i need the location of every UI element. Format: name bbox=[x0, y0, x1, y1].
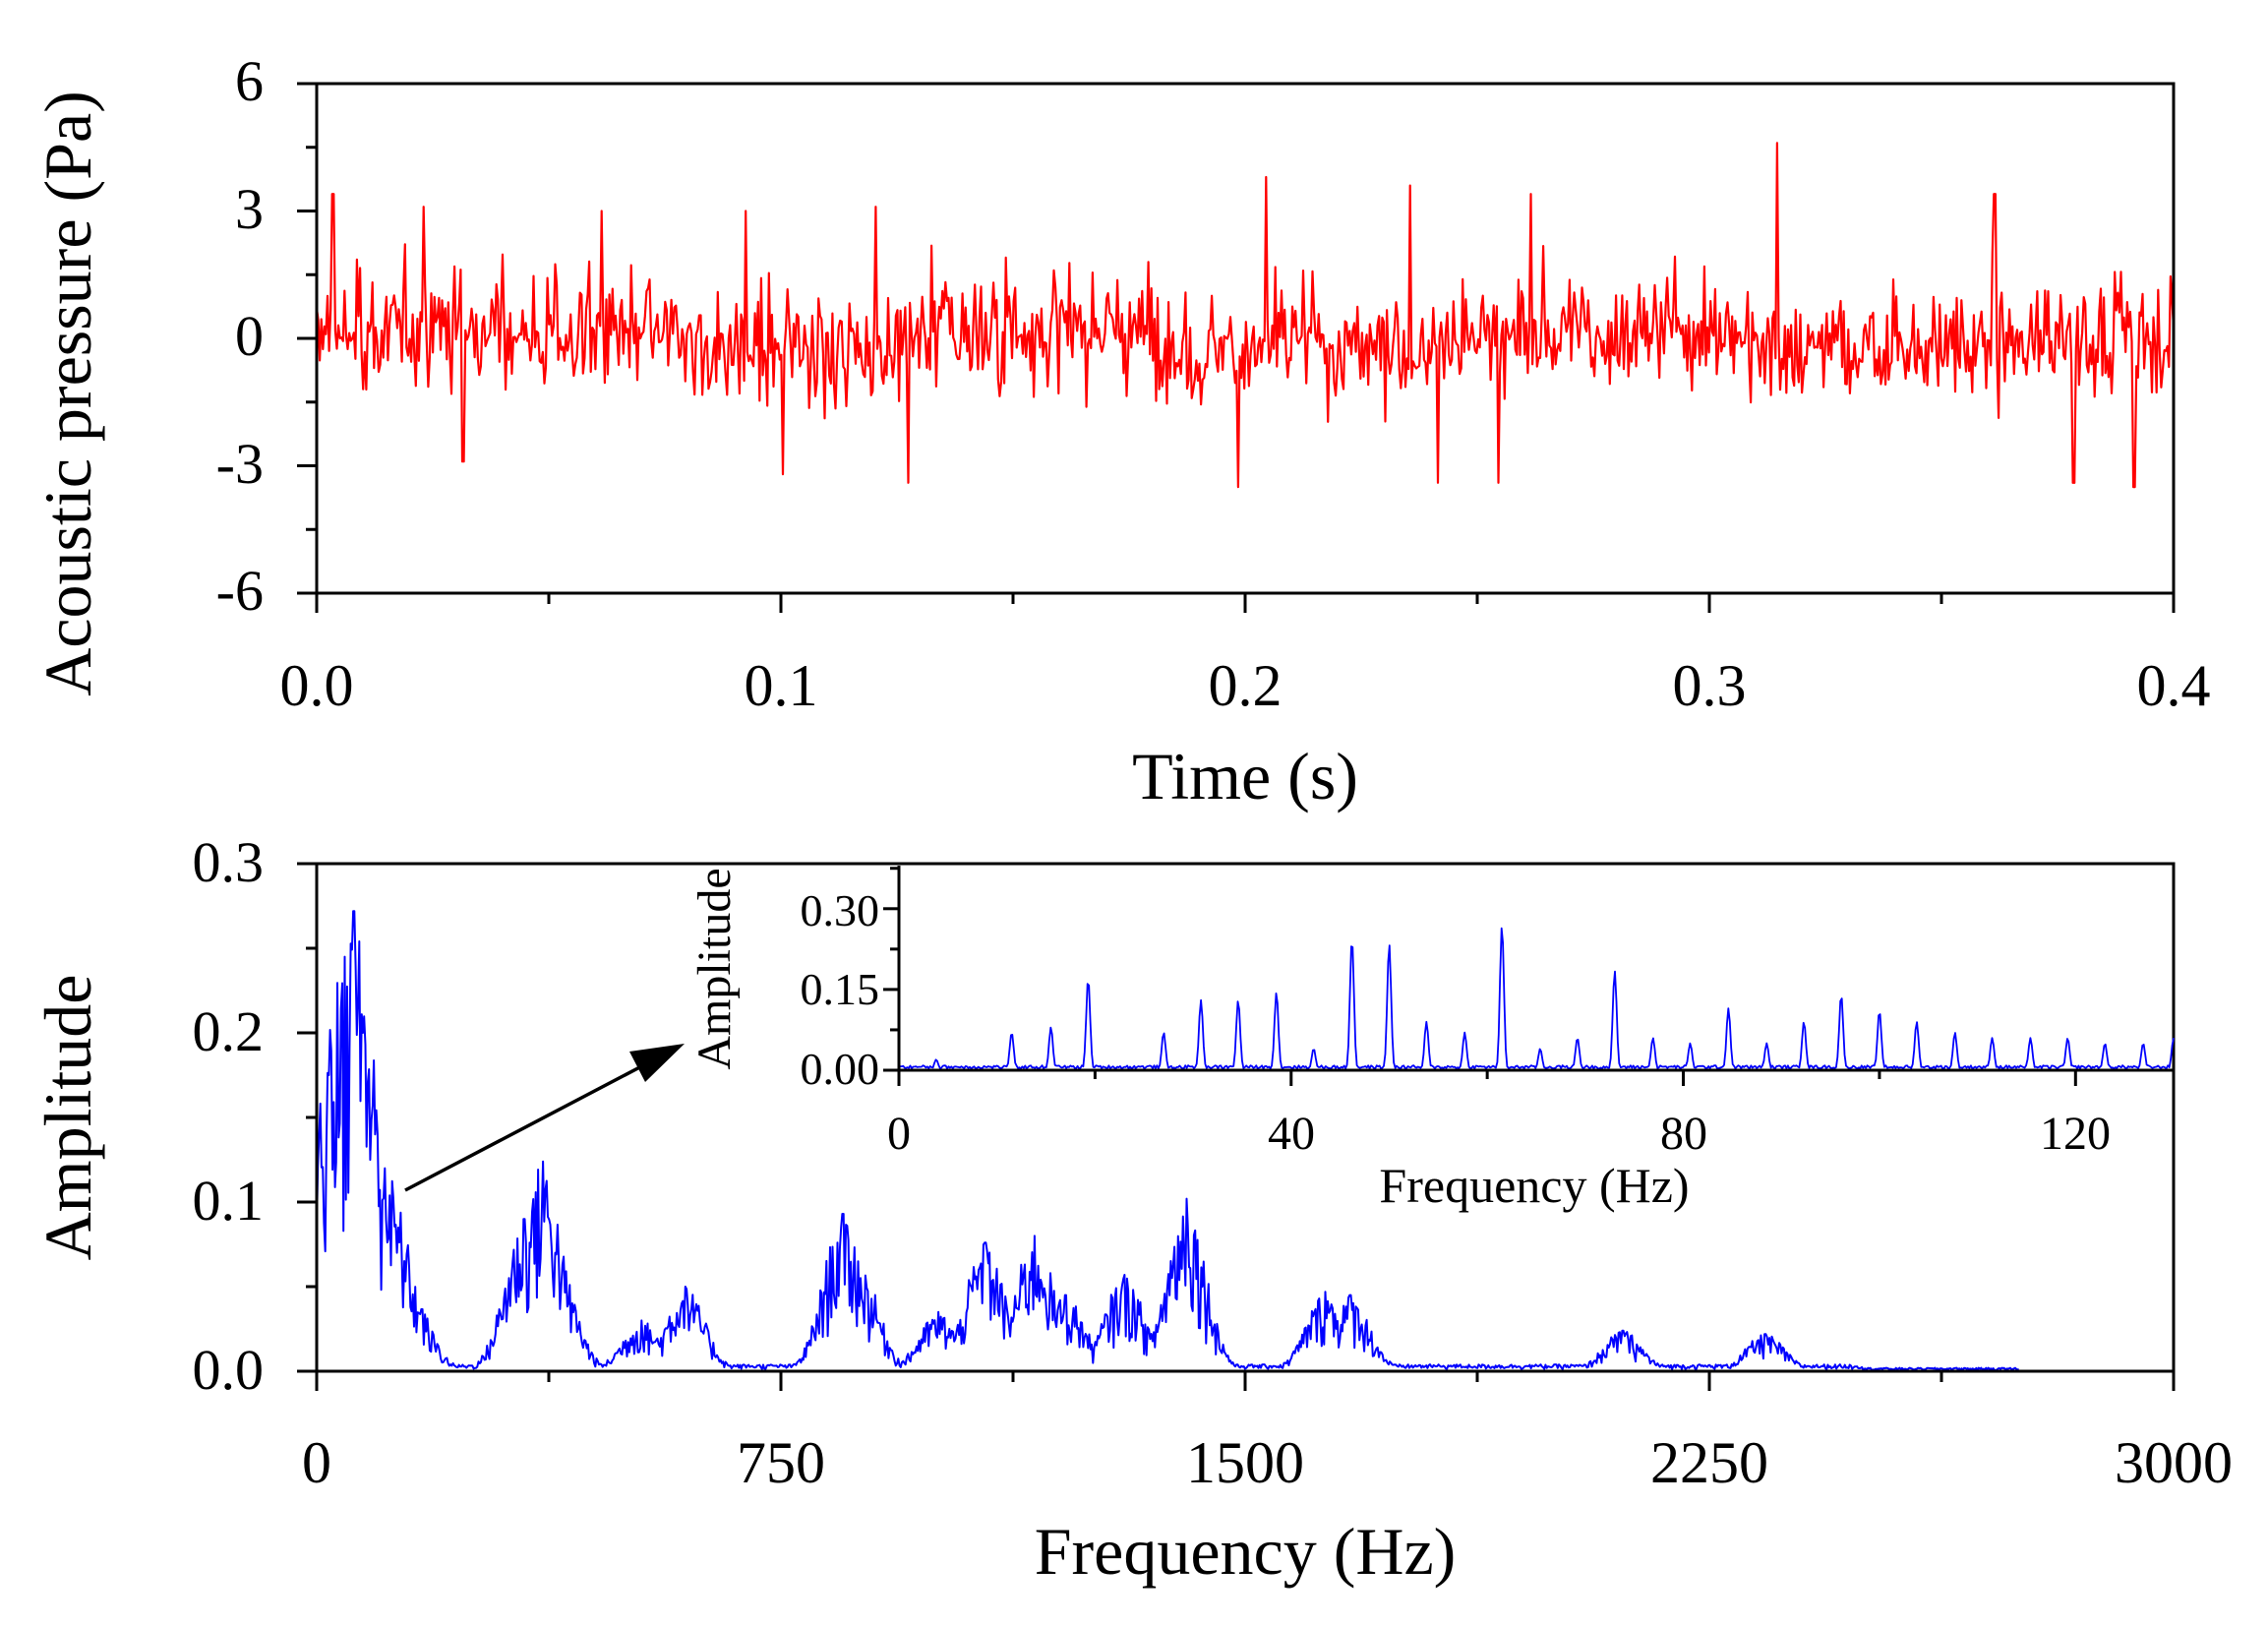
spectrum-ticks bbox=[297, 862, 2176, 1391]
sp-ytick-label: 0.1 bbox=[193, 1169, 265, 1233]
inset-xtick-label: 80 bbox=[1660, 1108, 1707, 1160]
ts-xtick-label: 0.4 bbox=[2137, 653, 2211, 718]
sp-xtick-label: 2250 bbox=[1650, 1430, 1768, 1495]
inset-y-axis-title: Amplitude bbox=[688, 868, 741, 1069]
ts-ytick-label: -6 bbox=[216, 559, 264, 623]
acoustic-pressure-line bbox=[315, 142, 2176, 489]
sp-x-axis-title: Frequency (Hz) bbox=[1035, 1514, 1457, 1589]
sp-xtick-label: 750 bbox=[737, 1430, 825, 1495]
ts-ytick-label: 3 bbox=[235, 177, 264, 241]
ts-xtick-label: 0.2 bbox=[1209, 653, 1283, 718]
inset-x-axis-title: Frequency (Hz) bbox=[1379, 1158, 1689, 1213]
inset-xtick-label: 120 bbox=[2040, 1108, 2111, 1160]
zoom-arrow-head bbox=[629, 1044, 685, 1082]
ts-xtick-label: 0.3 bbox=[1673, 653, 1747, 718]
spectrum-inset: 0.30 0.15 0.00 0 40 80 120 Frequency (Hz… bbox=[688, 866, 2175, 1213]
sp-ytick-label: 0.0 bbox=[193, 1338, 265, 1402]
sp-y-axis-title: Amplitude bbox=[30, 975, 105, 1261]
inset-xtick-label: 0 bbox=[887, 1108, 911, 1160]
ts-ytick-label: 0 bbox=[235, 304, 264, 368]
ts-ytick-label: 6 bbox=[235, 49, 264, 113]
sp-ytick-label: 0.2 bbox=[193, 999, 265, 1063]
inset-xtick-label: 40 bbox=[1268, 1108, 1315, 1160]
inset-background bbox=[899, 866, 2172, 1068]
sp-xtick-label: 0 bbox=[302, 1430, 331, 1495]
sp-ytick-label: 0.3 bbox=[193, 830, 265, 894]
time-series-panel: 6 3 0 -3 -6 0.0 0.1 0.2 0.3 0.4 Time (s)… bbox=[30, 49, 2211, 813]
spectrum-panel: 0.3 0.2 0.1 0.0 0 750 1500 2250 3000 Fre… bbox=[30, 830, 2233, 1589]
ts-x-axis-title: Time (s) bbox=[1132, 739, 1358, 813]
zoom-arrow-shaft bbox=[404, 1060, 650, 1192]
inset-ytick-label: 0.15 bbox=[801, 964, 880, 1014]
inset-ytick-label: 0.00 bbox=[801, 1044, 880, 1094]
amplitude-spectrum-line bbox=[316, 910, 2019, 1371]
inset-ticks bbox=[883, 867, 2077, 1086]
ts-xtick-label: 0.1 bbox=[745, 653, 818, 718]
inset-amplitude-line bbox=[898, 927, 2175, 1070]
time-series-ticks bbox=[297, 82, 2176, 613]
ts-ytick-label: -3 bbox=[216, 432, 264, 496]
inset-ytick-label: 0.30 bbox=[801, 885, 880, 935]
sp-xtick-label: 1500 bbox=[1186, 1430, 1304, 1495]
ts-xtick-label: 0.0 bbox=[280, 653, 354, 718]
ts-y-axis-title: Acoustic pressure (Pa) bbox=[30, 90, 105, 696]
sp-xtick-label: 3000 bbox=[2115, 1430, 2233, 1495]
